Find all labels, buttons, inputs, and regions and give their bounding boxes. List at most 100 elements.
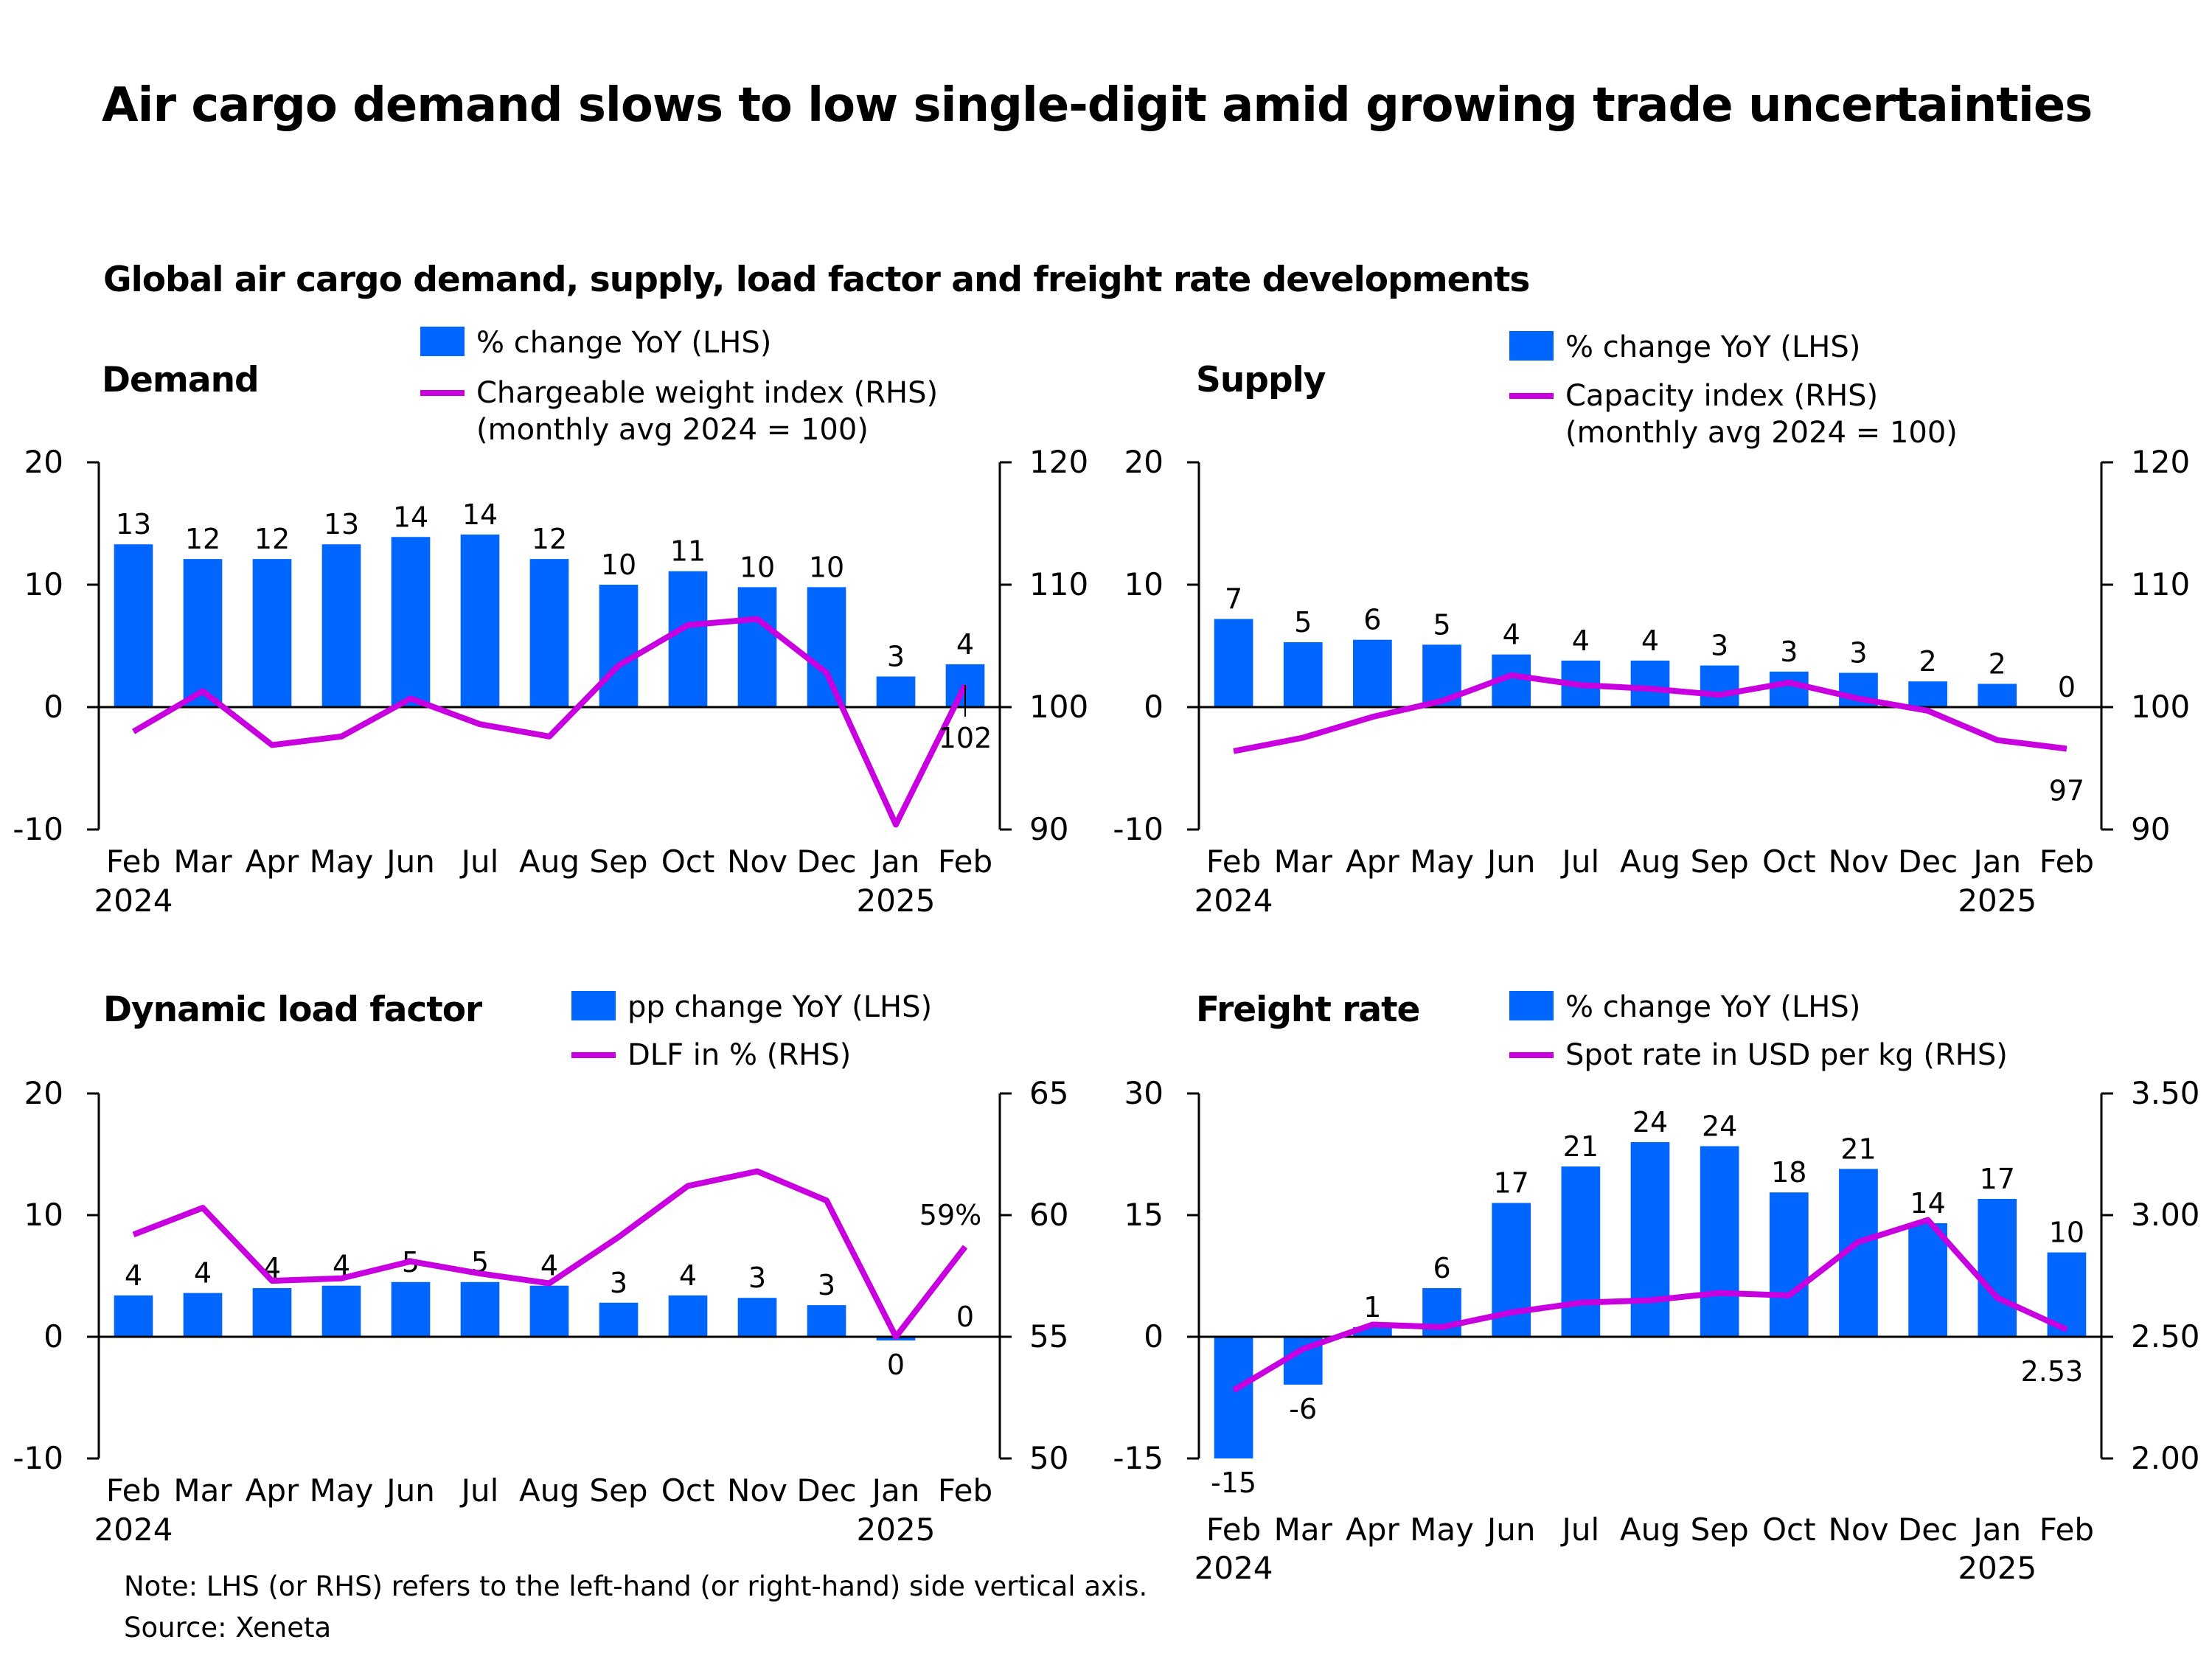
left-tick-label: -10 xyxy=(13,1440,63,1476)
x-tick-label: Oct xyxy=(661,844,715,880)
bar xyxy=(321,1285,361,1337)
bar-data-label: 0 xyxy=(887,1349,905,1381)
x-tick-label: Jan xyxy=(870,844,920,880)
x-tick-label: Oct xyxy=(1762,1512,1816,1548)
x-tick-label: May xyxy=(1410,1512,1474,1548)
bar xyxy=(1908,681,1947,707)
right-tick-label: 50 xyxy=(1029,1440,1068,1476)
right-tick-label: 110 xyxy=(2131,566,2190,602)
dlf-legend-line: DLF in % (RHS) xyxy=(571,1037,851,1074)
x-tick-label: Aug xyxy=(519,1472,580,1509)
bar-data-label: 5 xyxy=(1433,608,1450,641)
line-end-label: 102 xyxy=(939,722,992,754)
x-tick-label: Feb xyxy=(938,844,992,880)
bar-data-label: 21 xyxy=(1840,1133,1876,1165)
x-tick-label: Sep xyxy=(1691,844,1749,880)
bar xyxy=(1769,671,1809,707)
bar xyxy=(1769,1192,1809,1337)
x-tick-label: Jan xyxy=(1971,1512,2021,1548)
left-tick-label: 20 xyxy=(24,444,63,480)
x-tick-label: Apr xyxy=(1346,1512,1399,1548)
bar-data-label: 3 xyxy=(887,641,905,673)
right-tick-label: 3.00 xyxy=(2131,1197,2200,1233)
bar-data-label: 4 xyxy=(194,1257,212,1290)
bar-data-label: 14 xyxy=(1910,1187,1945,1220)
bar-data-label: 11 xyxy=(670,535,706,568)
bar xyxy=(737,587,777,707)
x-tick-label: Feb xyxy=(106,1472,161,1509)
supply-panel-title: Supply xyxy=(1196,360,1326,400)
bar xyxy=(1630,1142,1670,1337)
bar xyxy=(391,537,431,707)
bar xyxy=(668,571,708,707)
freight-legend-bar: % change YoY (LHS) xyxy=(1509,989,1860,1026)
bar-data-label: 4 xyxy=(679,1259,697,1292)
bar-data-label: 18 xyxy=(1771,1156,1806,1189)
freight-panel-title: Freight rate xyxy=(1196,990,1420,1030)
bar-data-label: 7 xyxy=(1225,582,1242,615)
bar-data-label: 13 xyxy=(324,508,359,540)
bar-swatch xyxy=(1509,991,1554,1020)
left-tick-label: 15 xyxy=(1124,1197,1164,1233)
x-tick-label: Aug xyxy=(519,844,580,880)
bar-data-label: 17 xyxy=(1494,1167,1529,1200)
bar-data-label: 24 xyxy=(1632,1106,1668,1138)
line-swatch xyxy=(420,390,465,396)
x-tick-label: Sep xyxy=(589,1472,647,1509)
right-tick-label: 100 xyxy=(2131,689,2190,725)
bar-data-label: 0 xyxy=(956,1301,974,1333)
left-tick-label: 0 xyxy=(44,689,63,725)
footnote: Note: LHS (or RHS) refers to the left-ha… xyxy=(124,1571,1148,1602)
bar-data-label: 2 xyxy=(1989,647,2006,680)
bar xyxy=(114,544,153,707)
bar-data-label: 3 xyxy=(610,1267,627,1299)
bar xyxy=(599,585,639,707)
bar xyxy=(1283,642,1323,707)
bar-data-label: 24 xyxy=(1702,1110,1737,1143)
x-tick-label: Apr xyxy=(1346,844,1399,880)
left-tick-label: 10 xyxy=(24,566,63,602)
bar-data-label: 4 xyxy=(1641,625,1659,657)
bar-data-label: 13 xyxy=(116,508,151,540)
left-tick-label: -10 xyxy=(13,811,63,847)
dlf-legend-bar: pp change YoY (LHS) xyxy=(571,989,932,1026)
bar xyxy=(1908,1223,1947,1337)
year-label: 2025 xyxy=(1958,1550,2037,1586)
bar-data-label: 2 xyxy=(1919,645,1937,678)
page-subtitle: Global air cargo demand, supply, load fa… xyxy=(103,260,1530,300)
x-tick-label: Apr xyxy=(246,1472,299,1509)
x-tick-label: Jul xyxy=(459,844,499,880)
line-swatch xyxy=(1509,1052,1554,1058)
bar-data-label: 10 xyxy=(2049,1217,2084,1249)
bar xyxy=(1978,1199,2017,1337)
year-label: 2025 xyxy=(857,883,936,919)
demand-legend-line: Chargeable weight index (RHS) (monthly av… xyxy=(420,375,938,448)
page-title: Air cargo demand slows to low single-dig… xyxy=(102,78,2093,133)
bar-data-label: 4 xyxy=(125,1259,142,1292)
bar xyxy=(321,544,361,707)
x-tick-label: Feb xyxy=(1206,844,1261,880)
bar-data-label: 3 xyxy=(1849,637,1867,669)
supply-legend-line: Capacity index (RHS) (monthly avg 2024 = … xyxy=(1509,378,1958,451)
x-tick-label: Mar xyxy=(173,1472,232,1509)
x-tick-label: Nov xyxy=(727,1472,787,1509)
freight-legend-line: Spot rate in USD per kg (RHS) xyxy=(1509,1037,2008,1074)
left-tick-label: 20 xyxy=(1124,444,1164,480)
bar-data-label: 10 xyxy=(809,551,844,583)
x-tick-label: Aug xyxy=(1620,1512,1680,1548)
x-tick-label: Dec xyxy=(1898,844,1958,880)
left-tick-label: 10 xyxy=(24,1197,63,1233)
bar xyxy=(807,587,846,707)
x-tick-label: May xyxy=(310,844,374,880)
bar xyxy=(460,534,500,707)
bar xyxy=(183,559,223,707)
bar-data-label: 4 xyxy=(1572,625,1590,657)
right-tick-label: 60 xyxy=(1029,1197,1068,1233)
x-tick-label: Jul xyxy=(1560,1512,1600,1548)
x-tick-label: Feb xyxy=(1206,1512,1261,1548)
bar xyxy=(1700,1146,1739,1337)
x-tick-label: Sep xyxy=(1691,1512,1749,1548)
x-tick-label: May xyxy=(310,1472,374,1509)
year-label: 2025 xyxy=(1958,883,2037,919)
bar-data-label: 17 xyxy=(1980,1163,2015,1195)
